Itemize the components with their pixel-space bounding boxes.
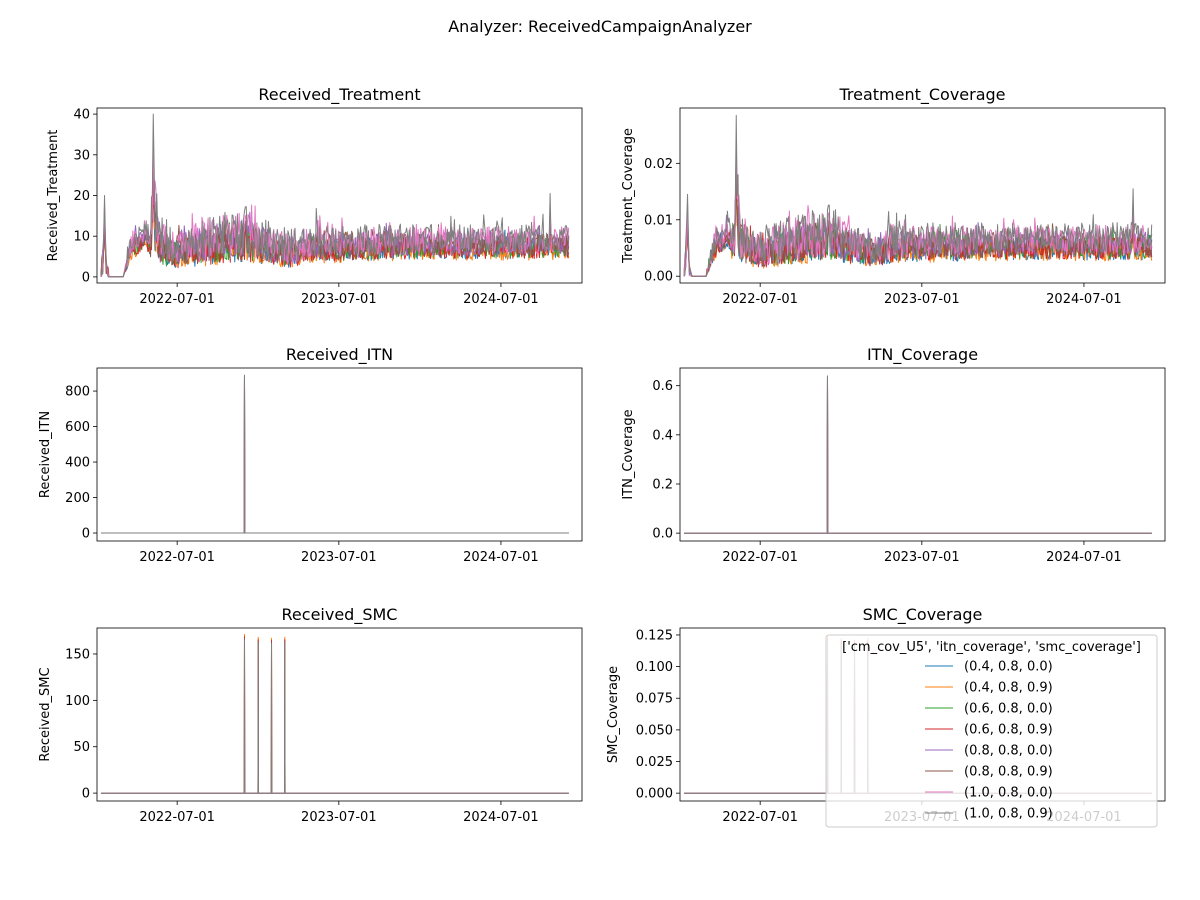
itn-coverage-series-1-0-0-8-0-9 [683,375,1152,534]
itn-coverage-xtick-label: 2022-07-01 [722,550,798,565]
received-smc-plot-area [100,633,569,794]
smc-coverage-ytick-label: 0.050 [636,723,673,738]
received-treatment-ytick-label: 10 [73,230,90,245]
itn-coverage-ytick-label: 0.2 [652,477,673,492]
received-treatment-ytick-label: 40 [73,108,90,123]
received-treatment-ytick-label: 30 [73,148,90,163]
received-itn-ytick-label: 200 [65,491,90,506]
treatment-coverage-ytick-label: 0.00 [644,270,673,285]
itn-coverage-plot-area [683,375,1152,534]
received-itn-plot-area [100,374,569,534]
legend-entry-1-0-0-8-0-9: (1.0, 0.8, 0.9) [925,807,1053,822]
received-itn-series-1-0-0-8-0-9 [100,374,569,534]
smc-coverage-ytick-label: 0.100 [636,660,673,675]
smc-coverage-ytick-label: 0.025 [636,755,673,770]
received-smc-ytick-label: 0 [82,787,90,802]
received-itn-ytick-label: 600 [65,420,90,435]
smc-coverage-xtick-label: 2022-07-01 [722,810,798,825]
treatment-coverage-ytick-label: 0.02 [644,157,673,172]
received-smc-title: Received_SMC [282,605,398,625]
treatment-coverage-axes-frame [679,107,1166,284]
received-treatment-xtick-label: 2022-07-01 [139,292,215,307]
legend-title: ['cm_cov_U5', 'itn_coverage', 'smc_cover… [842,640,1141,655]
legend-label: (0.4, 0.8, 0.0) [964,660,1053,675]
subplot-received-itn: Received_ITN Received_ITN 0 200 400 600 800 202… [38,345,583,565]
received-smc-ytick-label: 100 [65,694,90,709]
received-itn-ytick-label: 800 [65,385,90,400]
received-smc-xtick-label: 2023-07-01 [301,810,377,825]
legend-label: (0.8, 0.8, 0.0) [964,744,1053,759]
itn-coverage-ylabel: ITN_Coverage [621,409,636,499]
legend-entry-0-8-0-8-0-0: (0.8, 0.8, 0.0) [925,744,1053,759]
itn-coverage-title: ITN_Coverage [867,345,978,365]
subplot-treatment-coverage: Treatment_Coverage Treatment_Coverage 0.00… [621,85,1166,307]
received-treatment-xtick-label: 2023-07-01 [301,292,377,307]
smc-coverage-ytick-label: 0.075 [636,692,673,707]
itn-coverage-ytick-label: 0.6 [652,379,673,394]
received-smc-ytick-label: 50 [73,740,90,755]
received-smc-xtick-label: 2022-07-01 [139,810,215,825]
received-smc-xtick-label: 2024-07-01 [463,810,539,825]
legend-label: (0.6, 0.8, 0.9) [964,723,1053,738]
received-treatment-series-1-0-0-8-0-9 [100,113,570,278]
received-itn-ylabel: Received_ITN [38,411,53,498]
received-smc-ytick-label: 150 [65,647,90,662]
itn-coverage-xtick-label: 2024-07-01 [1046,550,1122,565]
legend-label: (1.0, 0.8, 0.9) [964,807,1053,822]
treatment-coverage-series-1-0-0-8-0-9 [683,114,1153,277]
treatment-coverage-ylabel: Treatment_Coverage [621,128,636,264]
legend-label: (0.8, 0.8, 0.9) [964,765,1053,780]
subplot-grid: Received_Treatment Received_Treatment 0 10 2… [38,85,1166,825]
received-treatment-ylabel: Received_Treatment [46,130,61,262]
legend-entry-0-6-0-8-0-0: (0.6, 0.8, 0.0) [925,702,1053,717]
legend-entry-0-8-0-8-0-9: (0.8, 0.8, 0.9) [925,765,1053,780]
figure-suptitle: Analyzer: ReceivedCampaignAnalyzer [448,17,752,36]
received-itn-ytick-label: 0 [82,527,90,542]
legend-entry-0-6-0-8-0-9: (0.6, 0.8, 0.9) [925,723,1053,738]
legend-entry-0-4-0-8-0-0: (0.4, 0.8, 0.0) [925,660,1053,675]
legend-box [825,634,1158,828]
received-smc-axes-frame [96,627,583,802]
legend-label: (0.4, 0.8, 0.9) [964,681,1053,696]
received-itn-xtick-label: 2022-07-01 [139,550,215,565]
treatment-coverage-xtick-label: 2023-07-01 [884,292,960,307]
smc-coverage-ytick-label: 0.125 [636,628,673,643]
received-treatment-ytick-label: 0 [82,270,90,285]
treatment-coverage-xtick-label: 2022-07-01 [722,292,798,307]
smc-coverage-ytick-label: 0.000 [636,787,673,802]
legend-label: (0.6, 0.8, 0.0) [964,702,1053,717]
received-smc-ylabel: Received_SMC [38,667,53,761]
legend-entry-0-4-0-8-0-9: (0.4, 0.8, 0.9) [925,681,1053,696]
received-treatment-ytick-label: 20 [73,189,90,204]
itn-coverage-ytick-label: 0.0 [652,527,673,542]
received-itn-axes-frame [96,367,583,542]
received-itn-title: Received_ITN [286,345,393,365]
legend-entry-1-0-0-8-0-0: (1.0, 0.8, 0.0) [925,786,1053,801]
treatment-coverage-plot-area [683,114,1153,277]
subplot-received-smc: Received_SMC Received_SMC 0 50 100 150 2022-07… [38,605,583,825]
received-smc-series-1-0-0-8-0-9 [100,639,569,794]
itn-coverage-xtick-label: 2023-07-01 [884,550,960,565]
treatment-coverage-title: Treatment_Coverage [838,85,1005,105]
subplot-itn-coverage: ITN_Coverage ITN_Coverage 0.0 0.2 0.4 0.6 2022… [621,345,1166,565]
legend: ['cm_cov_U5', 'itn_coverage', 'smc_cover… [825,634,1158,828]
subplot-received-treatment: Received_Treatment Received_Treatment 0 10 2… [46,85,583,307]
smc-coverage-title: SMC_Coverage [863,605,983,625]
received-treatment-title: Received_Treatment [258,85,420,105]
received-treatment-xtick-label: 2024-07-01 [463,292,539,307]
received-treatment-plot-area [100,113,570,278]
treatment-coverage-xtick-label: 2024-07-01 [1046,292,1122,307]
received-itn-xtick-label: 2024-07-01 [463,550,539,565]
legend-label: (1.0, 0.8, 0.0) [964,786,1053,801]
smc-coverage-ylabel: SMC_Coverage [606,666,621,763]
received-itn-xtick-label: 2023-07-01 [301,550,377,565]
itn-coverage-axes-frame [679,367,1166,542]
itn-coverage-ytick-label: 0.4 [652,428,673,443]
received-itn-ytick-label: 400 [65,456,90,471]
treatment-coverage-ytick-label: 0.01 [644,213,673,228]
